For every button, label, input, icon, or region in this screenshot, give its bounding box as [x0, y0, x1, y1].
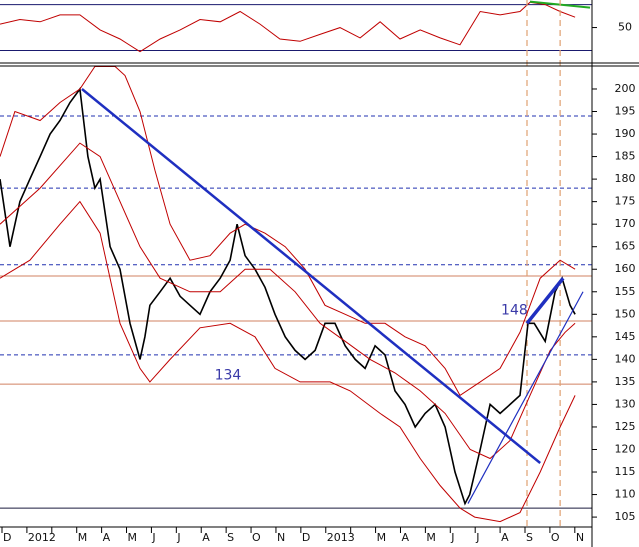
- y-tick-label: 130: [615, 397, 636, 410]
- series-line: [0, 200, 576, 523]
- y-tick-label: 165: [615, 240, 636, 253]
- y-tick-label: 110: [615, 488, 636, 501]
- y-tick-label: 195: [615, 105, 636, 118]
- series-line: [0, 1, 576, 53]
- x-tick-label: A: [501, 531, 509, 544]
- y-tick-label: 170: [615, 217, 636, 230]
- trend-line: [525, 277, 565, 325]
- x-tick-label: N: [576, 531, 584, 544]
- y-tick-label: 115: [615, 465, 636, 478]
- x-tick-label: N: [277, 531, 285, 544]
- x-tick-label: 2012: [28, 531, 56, 544]
- x-tick-label: D: [3, 531, 11, 544]
- y-tick-label: 105: [615, 510, 636, 523]
- annotation: 134: [215, 368, 242, 384]
- y-tick-label: 200: [615, 82, 636, 95]
- trend-line: [467, 291, 584, 504]
- y-tick-label: 50: [618, 21, 632, 34]
- x-tick-label: J: [475, 531, 479, 544]
- x-tick-label: O: [551, 531, 560, 544]
- y-tick-label: 135: [615, 375, 636, 388]
- x-tick-label: S: [526, 531, 533, 544]
- x-tick-label: A: [202, 531, 210, 544]
- y-tick-label: 190: [615, 127, 636, 140]
- y-tick-label: 175: [615, 195, 636, 208]
- y-tick-label: 155: [615, 285, 636, 298]
- y-tick-label: 120: [615, 442, 636, 455]
- x-tick-label: 2013: [327, 531, 355, 544]
- x-tick-label: J: [151, 531, 155, 544]
- x-tick-label: M: [128, 531, 137, 544]
- x-tick-label: A: [401, 531, 409, 544]
- trend-line: [81, 88, 541, 464]
- y-tick-label: 180: [615, 172, 636, 185]
- x-tick-label: M: [377, 531, 387, 544]
- x-tick-label: D: [302, 531, 310, 544]
- y-tick-label: 185: [615, 150, 636, 163]
- x-tick-label: O: [252, 531, 261, 544]
- x-tick-label: A: [103, 531, 111, 544]
- x-tick-label: S: [227, 531, 234, 544]
- y-tick-label: 150: [615, 307, 636, 320]
- annotation: 148: [501, 302, 528, 318]
- x-tick-label: J: [176, 531, 180, 544]
- y-tick-label: 145: [615, 330, 636, 343]
- x-tick-label: M: [426, 531, 436, 544]
- x-tick-label: M: [78, 531, 88, 544]
- y-tick-label: 140: [615, 352, 636, 365]
- x-tick-label: J: [450, 531, 454, 544]
- y-tick-label: 160: [615, 262, 636, 275]
- y-tick-label: 125: [615, 420, 636, 433]
- series-line: [0, 142, 576, 460]
